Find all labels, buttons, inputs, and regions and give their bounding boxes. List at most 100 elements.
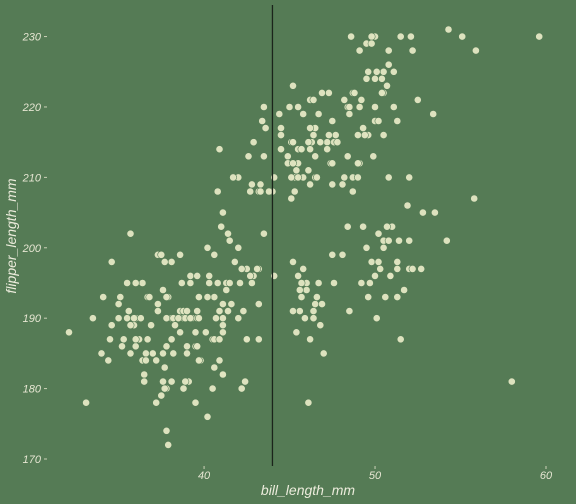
y-tick-label: 190 xyxy=(23,313,42,325)
scatter-point xyxy=(237,384,246,393)
scatter-point xyxy=(159,377,167,386)
scatter-point xyxy=(194,356,203,365)
scatter-point xyxy=(224,229,232,238)
scatter-point xyxy=(141,349,150,358)
scatter-point xyxy=(294,103,302,111)
scatter-point xyxy=(259,152,268,161)
scatter-point xyxy=(371,103,379,111)
scatter-point xyxy=(408,46,417,55)
scatter-point xyxy=(442,236,451,245)
scatter-point xyxy=(234,243,243,252)
scatter-point xyxy=(400,286,408,294)
scatter-point xyxy=(259,229,268,238)
scatter-point xyxy=(191,328,200,337)
scatter-point xyxy=(311,300,320,308)
scatter-point xyxy=(331,131,340,139)
scatter-point xyxy=(164,440,173,449)
x-tick-label: 60 xyxy=(540,470,553,482)
scatter-point xyxy=(304,138,313,147)
scatter-point xyxy=(230,257,239,266)
scatter-point xyxy=(123,314,131,323)
scatter-point xyxy=(239,307,248,315)
scatter-point xyxy=(430,208,439,217)
scatter-point xyxy=(340,173,349,182)
scatter-point xyxy=(306,335,314,344)
scatter-point xyxy=(345,307,354,315)
y-axis: 170 180 190 200 210 220 230 xyxy=(22,32,47,466)
scatter-point xyxy=(167,377,176,386)
scatter-point xyxy=(234,314,243,323)
scatter-point xyxy=(338,180,347,189)
scatter-point xyxy=(328,159,337,168)
scatter-point xyxy=(174,314,183,323)
scatter-point xyxy=(393,117,402,125)
scatter-point xyxy=(119,335,128,344)
scatter-point xyxy=(470,194,479,203)
scatter-point xyxy=(323,145,332,154)
scatter-point xyxy=(340,96,349,104)
scatter-point xyxy=(106,335,114,344)
scatter-point xyxy=(367,39,376,48)
y-tick-label: 200 xyxy=(22,243,42,255)
scatter-point xyxy=(353,173,362,182)
scatter-point xyxy=(218,328,227,337)
scatter-point xyxy=(360,131,369,139)
scatter-point xyxy=(328,180,337,189)
scatter-point xyxy=(162,426,171,435)
scatter-point xyxy=(309,307,318,315)
scatter-point xyxy=(126,349,135,358)
scatter-point xyxy=(383,81,391,90)
scatter-point xyxy=(343,152,352,161)
scatter-point xyxy=(405,173,414,182)
scatter-point xyxy=(183,307,191,315)
scatter-point xyxy=(365,279,374,287)
scatter-point xyxy=(162,314,171,323)
scatter-point xyxy=(408,264,417,273)
y-axis-title: flipper_length_mm xyxy=(3,178,19,294)
scatter-point xyxy=(318,300,326,308)
scatter-point xyxy=(193,271,202,280)
scatter-point xyxy=(159,286,167,294)
scatter-point xyxy=(159,349,167,358)
scatter-point xyxy=(299,264,308,273)
scatter-point xyxy=(328,250,337,259)
scatter-point xyxy=(193,342,202,351)
scatter-point xyxy=(212,314,220,323)
scatter-point xyxy=(371,74,379,83)
scatter-point xyxy=(126,229,135,238)
x-tick-label: 40 xyxy=(198,470,211,482)
scatter-point xyxy=(203,293,212,301)
scatter-point xyxy=(186,271,195,280)
scatter-point xyxy=(256,180,265,189)
scatter-point xyxy=(138,279,147,287)
scatter-point xyxy=(377,89,386,97)
scatter-point xyxy=(393,293,402,301)
scatter-point xyxy=(458,32,467,41)
y-tick-label: 180 xyxy=(23,384,42,396)
y-tick-label: 230 xyxy=(22,32,42,44)
scatter-point xyxy=(393,264,402,273)
scatter-point xyxy=(376,264,385,273)
scatter-point xyxy=(114,314,123,323)
scatter-point xyxy=(203,243,212,252)
scatter-point xyxy=(379,131,388,139)
scatter-point xyxy=(218,300,227,308)
scatter-point xyxy=(145,293,154,301)
scatter-point xyxy=(345,110,354,118)
y-tick-label: 170 xyxy=(23,454,42,466)
x-axis-title: bill_length_mm xyxy=(261,482,355,498)
scatter-point xyxy=(343,222,352,231)
scatter-point xyxy=(147,321,155,330)
scatter-point xyxy=(283,152,292,161)
scatter-point xyxy=(304,166,313,175)
scatter-point xyxy=(362,243,371,252)
scatter-point xyxy=(160,257,169,266)
scatter-point xyxy=(193,307,202,315)
scatter-point xyxy=(323,138,332,147)
scatter-point xyxy=(205,271,214,280)
scatter-point xyxy=(297,279,306,287)
scatter-point xyxy=(247,279,256,287)
scatter-point xyxy=(270,271,279,280)
scatter-point xyxy=(319,349,328,358)
